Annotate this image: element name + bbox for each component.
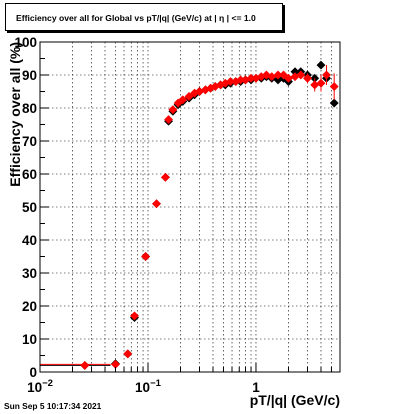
- y-tick-label: 20: [22, 299, 37, 314]
- x-axis-title: pT/|q| (GeV/c): [250, 392, 340, 408]
- data-point-marker: [329, 81, 339, 92]
- datestamp: Sun Sep 5 10:17:34 2021: [4, 401, 102, 411]
- data-point-marker: [316, 78, 326, 88]
- data-point-marker: [178, 95, 188, 105]
- data-point-marker: [184, 91, 194, 102]
- y-tick-label: 30: [22, 266, 37, 281]
- grid-lines: [39, 42, 341, 372]
- data-point-marker: [321, 70, 332, 80]
- data-point-marker: [302, 73, 313, 83]
- data-point-marker: [168, 105, 178, 115]
- data-point-marker: [141, 251, 151, 262]
- data-point-marker: [296, 70, 306, 80]
- axis-ticks: [39, 41, 341, 373]
- data-markers: [80, 60, 339, 370]
- y-tick-label: 50: [22, 200, 37, 215]
- data-point-marker: [80, 360, 90, 370]
- x-tick-label: 10−2: [27, 378, 53, 395]
- horizontal-error-bars: [40, 363, 111, 366]
- data-point-marker: [316, 60, 326, 70]
- data-point-marker: [329, 98, 339, 108]
- tick-labels: 0 10 20 30 40 50 60 70 80 90 100 10−2 10−1 1: [14, 35, 260, 395]
- y-tick-label: 0: [29, 365, 37, 380]
- y-tick-label: 80: [22, 101, 37, 116]
- data-point-marker: [129, 311, 140, 321]
- data-point-marker: [123, 349, 133, 359]
- y-tick-label: 100: [14, 35, 37, 50]
- y-tick-label: 40: [22, 233, 37, 248]
- title-box: Efficiency over all for Global vs pT/|q|…: [5, 3, 283, 31]
- y-axis-title: Efficiency over all (%): [7, 42, 23, 187]
- data-point-marker: [151, 199, 162, 209]
- y-tick-label: 60: [22, 167, 37, 182]
- x-tick-label: 1: [252, 380, 260, 395]
- y-tick-label: 10: [22, 332, 37, 347]
- data-point-marker: [163, 114, 174, 125]
- data-point-marker: [310, 80, 320, 90]
- chart-title: Efficiency over all for Global vs pT/|q|…: [16, 13, 256, 23]
- data-point-marker: [160, 172, 170, 182]
- y-tick-label: 70: [22, 134, 37, 149]
- x-tick-label: 10−1: [135, 378, 162, 395]
- y-tick-label: 90: [22, 68, 37, 83]
